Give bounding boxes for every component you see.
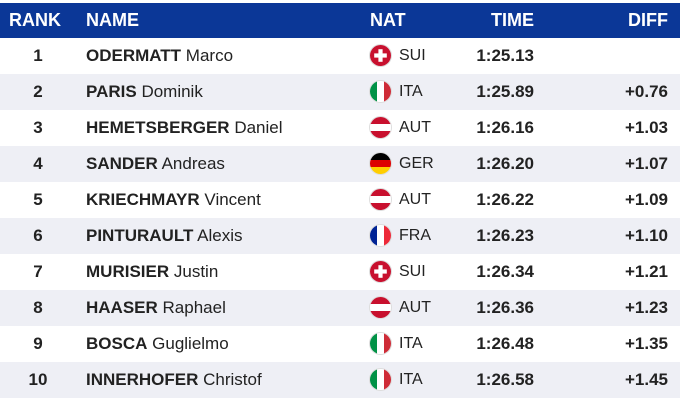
time: 1:26.16	[476, 118, 534, 137]
header-time[interactable]: TIME	[491, 10, 534, 30]
nation-code: ITA	[399, 371, 423, 388]
table-row[interactable]: 10 INNERHOFER Christof ITA 1:26.58 +1.45	[0, 362, 680, 398]
last-name: ODERMATT	[86, 46, 182, 65]
first-name: Daniel	[234, 118, 283, 137]
last-name: BOSCA	[86, 334, 148, 353]
last-name: HAASER	[86, 298, 158, 317]
diff: +0.76	[624, 82, 668, 101]
nation-code: SUI	[399, 263, 426, 280]
diff: +1.23	[624, 298, 668, 317]
athlete-name[interactable]: MURISIER Justin	[86, 254, 218, 290]
first-name: Marco	[185, 46, 234, 65]
flag-austria-icon	[370, 189, 391, 210]
last-name: HEMETSBERGER	[86, 118, 230, 137]
athlete-name[interactable]: KRIECHMAYR Vincent	[86, 182, 261, 218]
first-name: Dominik	[141, 82, 203, 101]
table-row[interactable]: 1 ODERMATT Marco SUI 1:25.13	[0, 38, 680, 74]
flag-germany-icon	[370, 153, 391, 174]
diff: +1.07	[624, 154, 668, 173]
time: 1:26.22	[476, 190, 534, 209]
last-name: PARIS	[86, 82, 137, 101]
nation-code: AUT	[399, 191, 431, 208]
header-rank[interactable]: RANK	[9, 10, 61, 30]
rank: 5	[33, 190, 43, 209]
table-row[interactable]: 2 PARIS Dominik ITA 1:25.89 +0.76	[0, 74, 680, 110]
nation-code: GER	[399, 155, 434, 172]
flag-italy-icon	[370, 333, 391, 354]
diff: +1.03	[624, 118, 668, 137]
rank: 9	[33, 334, 43, 353]
header-name[interactable]: NAME	[86, 10, 139, 30]
time: 1:26.58	[476, 370, 534, 389]
nation-code: ITA	[399, 335, 423, 352]
first-name: Guglielmo	[152, 334, 229, 353]
diff: +1.10	[624, 226, 668, 245]
table-row[interactable]: 5 KRIECHMAYR Vincent AUT 1:26.22 +1.09	[0, 182, 680, 218]
rank: 3	[33, 118, 43, 137]
last-name: MURISIER	[86, 262, 170, 281]
flag-switzerland-icon	[370, 261, 391, 282]
table-row[interactable]: 7 MURISIER Justin SUI 1:26.34 +1.21	[0, 254, 680, 290]
rank: 2	[33, 82, 43, 101]
last-name: SANDER	[86, 154, 158, 173]
flag-italy-icon	[370, 369, 391, 390]
nation-code: AUT	[399, 299, 431, 316]
rank: 6	[33, 226, 43, 245]
flag-switzerland-icon	[370, 45, 391, 66]
table-row[interactable]: 6 PINTURAULT Alexis FRA 1:26.23 +1.10	[0, 218, 680, 254]
athlete-name[interactable]: INNERHOFER Christof	[86, 362, 262, 398]
results-table: RANK NAME NAT TIME DIFF 1 ODERMATT Marco S…	[0, 3, 680, 398]
first-name: Vincent	[204, 190, 261, 209]
table-row[interactable]: 9 BOSCA Guglielmo ITA 1:26.48 +1.35	[0, 326, 680, 362]
rank: 10	[28, 370, 48, 389]
time: 1:26.20	[476, 154, 534, 173]
first-name: Alexis	[197, 226, 243, 245]
rank: 4	[33, 154, 43, 173]
last-name: KRIECHMAYR	[86, 190, 200, 209]
diff: +1.21	[624, 262, 668, 281]
rank: 7	[33, 262, 43, 281]
first-name: Andreas	[161, 154, 225, 173]
table-row[interactable]: 8 HAASER Raphael AUT 1:26.36 +1.23	[0, 290, 680, 326]
table-header: RANK NAME NAT TIME DIFF	[0, 3, 680, 38]
first-name: Raphael	[162, 298, 226, 317]
first-name: Justin	[173, 262, 219, 281]
header-diff[interactable]: DIFF	[628, 10, 668, 30]
diff: +1.45	[624, 370, 668, 389]
last-name: PINTURAULT	[86, 226, 194, 245]
athlete-name[interactable]: HAASER Raphael	[86, 290, 226, 326]
table-row[interactable]: 3 HEMETSBERGER Daniel AUT 1:26.16 +1.03	[0, 110, 680, 146]
time: 1:26.34	[476, 262, 534, 281]
diff: +1.09	[624, 190, 668, 209]
time: 1:25.13	[476, 46, 534, 65]
nation-code: SUI	[399, 47, 426, 64]
athlete-name[interactable]: PINTURAULT Alexis	[86, 218, 243, 254]
table-row[interactable]: 4 SANDER Andreas GER 1:26.20 +1.07	[0, 146, 680, 182]
time: 1:26.36	[476, 298, 534, 317]
nation-code: ITA	[399, 83, 423, 100]
header-nat[interactable]: NAT	[370, 10, 406, 30]
time: 1:26.48	[476, 334, 534, 353]
athlete-name[interactable]: ODERMATT Marco	[86, 38, 233, 74]
diff: +1.35	[624, 334, 668, 353]
flag-austria-icon	[370, 297, 391, 318]
flag-france-icon	[370, 225, 391, 246]
flag-italy-icon	[370, 81, 391, 102]
flag-austria-icon	[370, 117, 391, 138]
rank: 8	[33, 298, 43, 317]
athlete-name[interactable]: HEMETSBERGER Daniel	[86, 110, 283, 146]
athlete-name[interactable]: BOSCA Guglielmo	[86, 326, 229, 362]
nation-code: FRA	[399, 227, 431, 244]
athlete-name[interactable]: SANDER Andreas	[86, 146, 225, 182]
first-name: Christof	[203, 370, 262, 389]
time: 1:25.89	[476, 82, 534, 101]
athlete-name[interactable]: PARIS Dominik	[86, 74, 203, 110]
nation-code: AUT	[399, 119, 431, 136]
rank: 1	[33, 46, 43, 65]
last-name: INNERHOFER	[86, 370, 199, 389]
time: 1:26.23	[476, 226, 534, 245]
